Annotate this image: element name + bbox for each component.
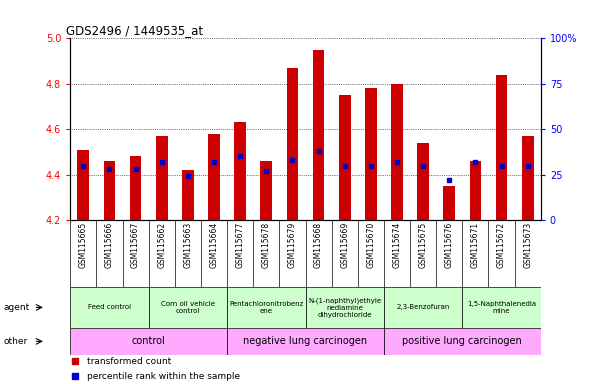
Bar <box>287 68 298 220</box>
Text: GSM115675: GSM115675 <box>419 222 428 268</box>
Text: Pentachloronitrobenz
ene: Pentachloronitrobenz ene <box>229 301 304 314</box>
Bar <box>148 287 227 328</box>
Text: GSM115668: GSM115668 <box>314 222 323 268</box>
Text: GSM115662: GSM115662 <box>157 222 166 268</box>
Text: GSM115672: GSM115672 <box>497 222 506 268</box>
Bar <box>365 88 377 220</box>
Text: 2,3-Benzofuran: 2,3-Benzofuran <box>397 305 450 310</box>
Text: GSM115679: GSM115679 <box>288 222 297 268</box>
Text: control: control <box>132 336 166 346</box>
Bar <box>70 328 227 355</box>
Bar <box>463 287 541 328</box>
Bar <box>313 50 324 220</box>
Text: GSM115664: GSM115664 <box>210 222 219 268</box>
Text: Feed control: Feed control <box>88 305 131 310</box>
Bar <box>469 161 481 220</box>
Text: GSM115667: GSM115667 <box>131 222 140 268</box>
Text: transformed count: transformed count <box>87 357 171 366</box>
Bar <box>496 75 507 220</box>
Text: negative lung carcinogen: negative lung carcinogen <box>243 336 368 346</box>
Text: GSM115676: GSM115676 <box>445 222 454 268</box>
Text: GSM115666: GSM115666 <box>105 222 114 268</box>
Bar <box>208 134 220 220</box>
Text: Corn oil vehicle
control: Corn oil vehicle control <box>161 301 215 314</box>
Bar <box>384 287 463 328</box>
Text: GSM115677: GSM115677 <box>236 222 244 268</box>
Text: GSM115665: GSM115665 <box>79 222 88 268</box>
Bar <box>522 136 533 220</box>
Bar <box>156 136 167 220</box>
Text: GSM115673: GSM115673 <box>523 222 532 268</box>
Text: GSM115674: GSM115674 <box>392 222 401 268</box>
Text: 1,5-Naphthalenedia
mine: 1,5-Naphthalenedia mine <box>467 301 536 314</box>
Text: other: other <box>3 337 27 346</box>
Bar <box>391 84 403 220</box>
Bar <box>227 328 384 355</box>
Text: percentile rank within the sample: percentile rank within the sample <box>87 372 240 381</box>
Text: agent: agent <box>3 303 29 312</box>
Bar <box>130 156 142 220</box>
Bar <box>182 170 194 220</box>
Bar <box>234 122 246 220</box>
Text: GDS2496 / 1449535_at: GDS2496 / 1449535_at <box>65 24 203 37</box>
Bar <box>444 186 455 220</box>
Bar <box>384 328 541 355</box>
Text: GSM115671: GSM115671 <box>471 222 480 268</box>
Bar <box>78 150 89 220</box>
Text: positive lung carcinogen: positive lung carcinogen <box>403 336 522 346</box>
Text: GSM115663: GSM115663 <box>183 222 192 268</box>
Bar <box>417 143 429 220</box>
Bar <box>339 95 351 220</box>
Bar <box>260 161 272 220</box>
Text: GSM115670: GSM115670 <box>367 222 375 268</box>
Text: GSM115669: GSM115669 <box>340 222 349 268</box>
Bar <box>70 287 148 328</box>
Bar <box>306 287 384 328</box>
Bar <box>104 161 115 220</box>
Bar <box>227 287 306 328</box>
Text: GSM115678: GSM115678 <box>262 222 271 268</box>
Text: N-(1-naphthyl)ethyle
nediamine
dihydrochloride: N-(1-naphthyl)ethyle nediamine dihydroch… <box>308 297 381 318</box>
